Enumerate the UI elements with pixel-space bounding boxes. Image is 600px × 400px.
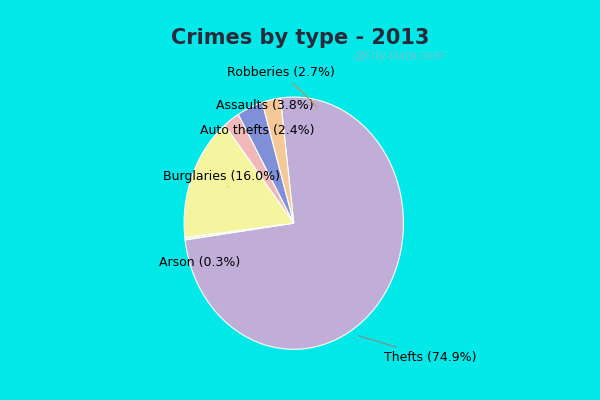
Text: Burglaries (16.0%): Burglaries (16.0%) (163, 170, 280, 187)
Text: Auto thefts (2.4%): Auto thefts (2.4%) (200, 124, 315, 137)
Wedge shape (225, 114, 294, 223)
Text: Arson (0.3%): Arson (0.3%) (159, 248, 241, 269)
Wedge shape (184, 125, 294, 238)
Text: @City-Data.com: @City-Data.com (353, 51, 443, 61)
Text: Assaults (3.8%): Assaults (3.8%) (217, 98, 314, 116)
Text: Thefts (74.9%): Thefts (74.9%) (359, 336, 476, 364)
Wedge shape (238, 102, 294, 223)
Wedge shape (185, 223, 294, 240)
Wedge shape (185, 97, 403, 349)
Wedge shape (262, 98, 294, 223)
Text: Crimes by type - 2013: Crimes by type - 2013 (171, 28, 429, 48)
Text: Robberies (2.7%): Robberies (2.7%) (227, 66, 335, 106)
